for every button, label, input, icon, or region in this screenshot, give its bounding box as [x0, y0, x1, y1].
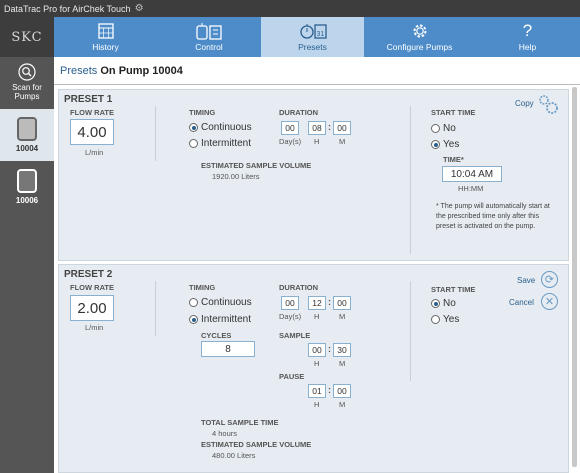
pump-control-icon: [196, 23, 222, 40]
duration-minutes-input[interactable]: 00: [333, 121, 351, 135]
sample-hours-input[interactable]: 00: [308, 343, 326, 357]
estimated-volume: 1920.00 Liters: [212, 172, 260, 181]
total-sample-time: 4 hours: [212, 429, 238, 438]
tab-help[interactable]: ? Help: [518, 21, 537, 53]
refresh-icon[interactable]: ⟳: [541, 271, 558, 288]
tab-history[interactable]: History: [54, 17, 157, 57]
pump-icon: [17, 117, 37, 141]
divider: [54, 84, 580, 85]
divider: [410, 106, 411, 254]
preset-title: PRESET 1: [64, 94, 113, 105]
flow-rate-input[interactable]: 2.00: [70, 295, 114, 321]
pause-minutes-input[interactable]: 00: [333, 384, 351, 398]
duration-hours-input[interactable]: 08: [308, 121, 326, 135]
app-title: DataTrac Pro for AirChek Touch: [4, 3, 131, 14]
copy-gears-icon[interactable]: [537, 93, 559, 115]
close-icon[interactable]: ✕: [541, 293, 558, 310]
save-button[interactable]: Save: [517, 276, 536, 285]
sidebar-pump-10006[interactable]: 10006: [0, 161, 54, 213]
cycles-input[interactable]: 8: [201, 341, 255, 357]
sidebar: Scan for Pumps 10004 10006: [0, 57, 54, 473]
search-icon: [18, 63, 36, 81]
top-nav: SKC History Control 31 Presets Configure…: [0, 17, 580, 57]
duration-days-input[interactable]: 00: [281, 296, 299, 310]
copy-button[interactable]: Copy: [515, 99, 534, 108]
tab-presets[interactable]: 31 Presets: [261, 17, 364, 57]
flow-rate-input[interactable]: 4.00: [70, 119, 114, 145]
preset-card-1: PRESET 1 FLOW RATE 4.00 L/min TIMING Con…: [58, 89, 569, 261]
cancel-button[interactable]: Cancel: [509, 298, 534, 307]
start-time-no-radio[interactable]: No: [431, 298, 456, 309]
timing-intermittent-radio[interactable]: Intermittent: [189, 314, 251, 325]
estimated-volume: 480.00 Liters: [212, 451, 256, 460]
page-title: Presets On Pump 10004: [60, 65, 183, 77]
title-bar: DataTrac Pro for AirChek Touch ⚙: [0, 0, 580, 17]
divider: [410, 281, 411, 381]
divider: [155, 281, 156, 336]
gear-icon: [413, 24, 426, 38]
duration-hours-input[interactable]: 12: [308, 296, 326, 310]
divider: [155, 106, 156, 161]
settings-gear-icon[interactable]: ⚙: [134, 3, 144, 14]
start-time-no-radio[interactable]: No: [431, 123, 456, 134]
start-time-input[interactable]: 10:04 AM: [442, 166, 502, 182]
preset-card-2: PRESET 2 FLOW RATE 2.00 L/min TIMING Con…: [58, 264, 569, 473]
duration-days-input[interactable]: 00: [281, 121, 299, 135]
start-time-yes-radio[interactable]: Yes: [431, 139, 459, 150]
calendar-icon: [97, 23, 114, 39]
start-time-note: * The pump will automatically start at t…: [436, 203, 550, 230]
pump-icon: [17, 169, 37, 193]
timing-continuous-radio[interactable]: Continuous: [189, 122, 252, 133]
stopwatch-calendar-icon: 31: [299, 24, 327, 39]
start-time-yes-radio[interactable]: Yes: [431, 314, 459, 325]
scrollbar[interactable]: [572, 87, 577, 467]
duration-minutes-input[interactable]: 00: [333, 296, 351, 310]
timing-intermittent-radio[interactable]: Intermittent: [189, 138, 251, 149]
pause-hours-input[interactable]: 01: [308, 384, 326, 398]
tab-control[interactable]: Control: [157, 17, 261, 57]
preset-title: PRESET 2: [64, 269, 113, 280]
scan-for-pumps-button[interactable]: Scan for Pumps: [0, 57, 54, 109]
skc-logo: SKC: [0, 17, 54, 57]
tab-configure-pumps[interactable]: Configure Pumps: [364, 17, 475, 57]
main-panel: Presets On Pump 10004 PRESET 1 FLOW RATE…: [54, 57, 580, 473]
sidebar-pump-10004[interactable]: 10004: [0, 109, 54, 161]
question-icon: ?: [522, 21, 533, 40]
scan-label: Scan for Pumps: [12, 83, 42, 101]
sample-minutes-input[interactable]: 30: [333, 343, 351, 357]
svg-text:31: 31: [316, 31, 324, 38]
timing-continuous-radio[interactable]: Continuous: [189, 297, 252, 308]
